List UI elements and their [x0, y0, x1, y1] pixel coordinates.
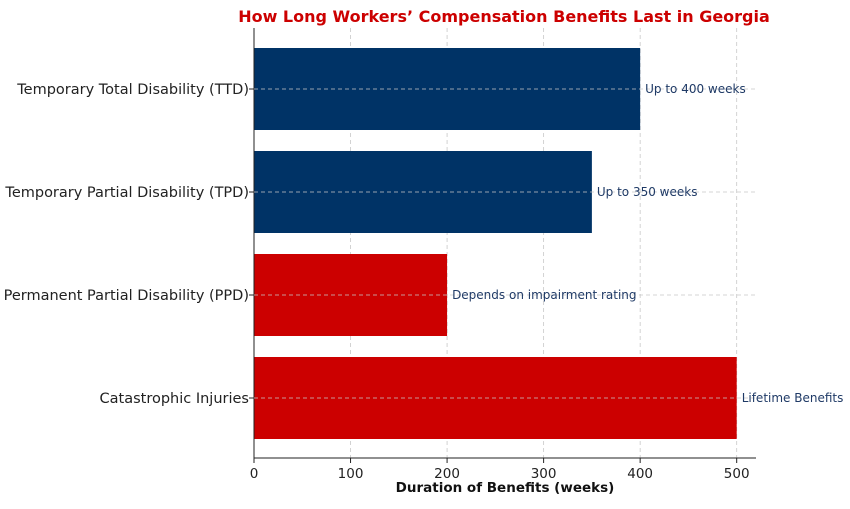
- data-label: Depends on impairment rating: [452, 288, 636, 302]
- x-tick-label: 300: [531, 466, 557, 482]
- label-layer: Up to 400 weeks Up to 350 weeks Depends on…: [452, 82, 843, 405]
- x-tick-label: 0: [250, 466, 259, 482]
- bar: [254, 254, 448, 336]
- data-label: Up to 400 weeks: [645, 82, 746, 96]
- x-tick-label: 500: [724, 466, 750, 482]
- category-label: Temporary Total Disability (TTD): [16, 82, 249, 98]
- data-label: Up to 350 weeks: [597, 185, 698, 199]
- category-label: Permanent Partial Disability (PPD): [4, 288, 249, 304]
- category-label: Temporary Partial Disability (TPD): [4, 185, 249, 201]
- tick-layer: 0 100 200 300 400 500 Temporary Total Disabili…: [4, 82, 750, 482]
- chart-title: How Long Workers’ Compensation Benefits …: [238, 7, 770, 26]
- data-label: Lifetime Benefits: [742, 391, 844, 405]
- x-tick-label: 100: [338, 466, 364, 482]
- category-label: Catastrophic Injuries: [100, 391, 250, 407]
- x-tick-label: 400: [627, 466, 653, 482]
- x-tick-label: 200: [434, 466, 460, 482]
- x-axis-title: Duration of Benefits (weeks): [396, 480, 615, 496]
- bar-layer: [254, 48, 737, 439]
- axis-layer: [253, 28, 756, 459]
